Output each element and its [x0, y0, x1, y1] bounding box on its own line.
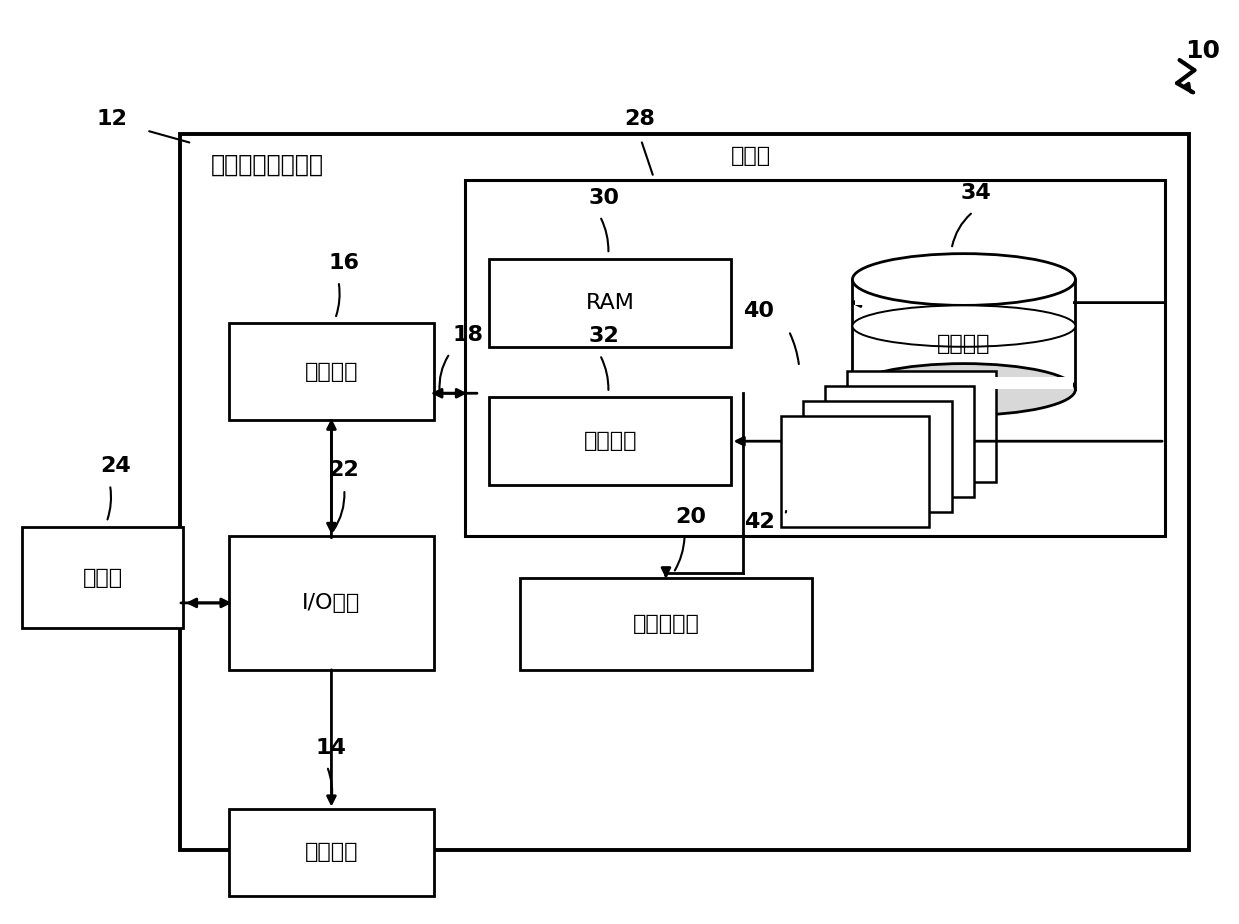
Bar — [847, 371, 996, 482]
Text: 24: 24 — [100, 456, 130, 476]
Text: 计算机系统服务器: 计算机系统服务器 — [211, 152, 323, 176]
Text: 14: 14 — [316, 737, 347, 758]
Bar — [855, 377, 1073, 390]
Text: RAM: RAM — [586, 293, 634, 312]
Text: 16: 16 — [328, 252, 359, 273]
Text: 34: 34 — [961, 183, 991, 202]
Text: 显示器: 显示器 — [83, 567, 123, 588]
Bar — [229, 323, 434, 420]
Text: 42: 42 — [743, 512, 774, 532]
Bar — [465, 180, 1165, 536]
Bar — [852, 279, 1075, 390]
Text: 40: 40 — [743, 300, 774, 321]
Text: I/O接口: I/O接口 — [302, 593, 361, 613]
Text: 12: 12 — [97, 109, 126, 129]
Text: 30: 30 — [589, 188, 620, 208]
Bar — [22, 527, 183, 628]
Bar — [825, 386, 974, 497]
Bar — [781, 416, 929, 527]
Bar — [520, 578, 812, 670]
Text: 外部设备: 外部设备 — [305, 843, 358, 862]
Bar — [229, 808, 434, 896]
Ellipse shape — [852, 364, 1075, 416]
Bar — [489, 259, 731, 346]
Text: 32: 32 — [589, 326, 620, 346]
Text: 22: 22 — [328, 460, 359, 480]
Text: 网络适配器: 网络适配器 — [633, 614, 699, 634]
Text: 28: 28 — [624, 109, 655, 129]
Text: 处理单元: 处理单元 — [305, 362, 358, 382]
Bar — [489, 397, 731, 485]
Text: 18: 18 — [452, 325, 483, 346]
Text: 10: 10 — [1186, 39, 1220, 63]
Bar — [803, 401, 952, 512]
Text: 存储器: 存储器 — [731, 146, 771, 166]
Bar — [855, 292, 1073, 305]
Ellipse shape — [852, 305, 1075, 346]
Ellipse shape — [852, 254, 1075, 305]
Bar — [180, 134, 1189, 850]
Bar — [229, 536, 434, 670]
Text: 高速缓存: 高速缓存 — [584, 432, 637, 451]
Text: 存储系统: 存储系统 — [937, 334, 991, 354]
Text: 20: 20 — [675, 506, 706, 527]
